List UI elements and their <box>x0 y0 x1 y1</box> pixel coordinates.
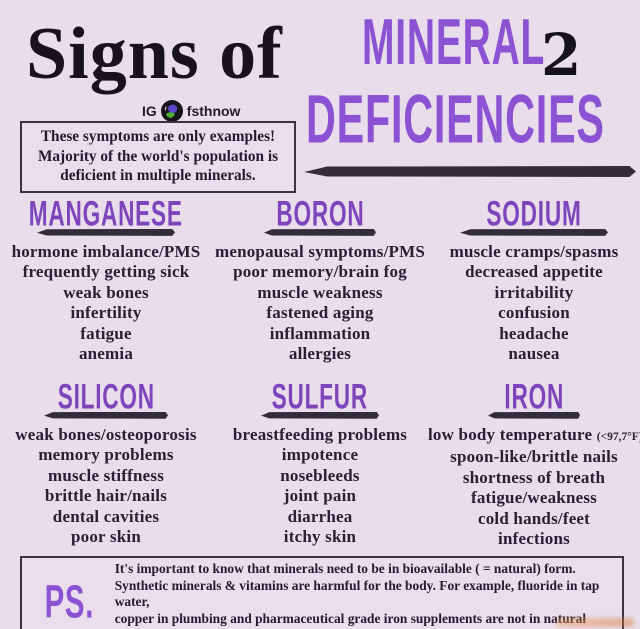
ps-line: copper in plumbing and pharmaceutical gr… <box>114 610 587 629</box>
symptom-item: joint pain <box>283 486 357 506</box>
ps-line: It's important to know that minerals nee… <box>114 561 576 576</box>
section-iron: IRON low body temperature (<97,7°F) spoo… <box>428 377 640 550</box>
symptom-list: low body temperature (<97,7°F) spoon-lik… <box>428 425 640 550</box>
section-title: SULFUR <box>271 377 369 417</box>
title-deficiencies: DEFICIENCIES <box>306 81 605 158</box>
section-title: SODIUM <box>486 194 582 234</box>
symptom-item: irritability <box>494 282 574 302</box>
disclaimer-line: deficient in multiple minerals. <box>60 167 256 184</box>
section-silicon: SILICON weak bones/osteoporosis memory p… <box>0 377 212 550</box>
section-underline <box>261 411 379 419</box>
symptom-item: dental cavities <box>52 506 160 526</box>
symptom-item: hormone imbalance/PMS <box>11 241 201 261</box>
symptom-item: memory problems <box>38 445 174 465</box>
section-underline <box>488 411 580 419</box>
symptom-list: muscle cramps/spasms decreased appetite … <box>428 242 640 365</box>
disclaimer-box: These symptoms are only examples! Majori… <box>20 121 296 193</box>
symptom-item: nausea <box>508 344 560 364</box>
symptom-list: menopausal symptoms/PMS poor memory/brai… <box>212 242 428 365</box>
title-pencil-underline <box>304 166 636 177</box>
symptom-item: impotence <box>281 445 359 465</box>
section-manganese: MANGANESE hormone imbalance/PMS frequent… <box>0 194 212 365</box>
ps-label: PS. <box>44 575 95 628</box>
symptom-item: weak bones/osteoporosis <box>15 424 197 444</box>
disclaimer-line: These symptoms are only examples! <box>40 128 276 145</box>
symptom-item: frequently getting sick <box>22 262 190 282</box>
watermark-smudge <box>556 618 634 627</box>
symptom-item: confusion <box>498 303 570 323</box>
symptom-item: headache <box>499 323 569 343</box>
symptom-item: poor skin <box>71 527 141 547</box>
symptom-item: muscle weakness <box>257 282 383 302</box>
section-title: IRON <box>504 377 564 417</box>
ps-text: It's important to know that minerals nee… <box>115 561 616 629</box>
symptom-item: infections <box>498 529 570 549</box>
section-underline <box>460 228 608 236</box>
credit-ig-label: IG <box>142 103 157 119</box>
symptom-item: cold hands/feet <box>477 508 591 528</box>
section-sodium: SODIUM muscle cramps/spasms decreased ap… <box>428 194 640 365</box>
section-title: SILICON <box>57 377 155 417</box>
sections-grid: MANGANESE hormone imbalance/PMS frequent… <box>0 194 640 550</box>
symptom-item: breastfeeding problems <box>232 424 408 444</box>
symptom-item: weak bones <box>63 282 149 302</box>
section-underline <box>37 228 175 236</box>
symptom-item: fatigue/weakness <box>471 488 597 508</box>
symptom-list: breastfeeding problems impotence noseble… <box>212 425 428 548</box>
symptom-item: low body temperature (<97,7°F) <box>428 425 640 448</box>
symptom-list: hormone imbalance/PMS frequently getting… <box>0 242 212 365</box>
symptom-item: poor memory/brain fog <box>233 262 407 282</box>
symptom-item: inflammation <box>269 323 371 343</box>
symptom-item: fastened aging <box>266 303 374 323</box>
symptom-item: nosebleeds <box>280 465 360 485</box>
symptom-item: allergies <box>288 344 352 364</box>
section-underline <box>264 228 376 236</box>
symptom-item: brittle hair/nails <box>44 486 168 506</box>
section-sulfur: SULFUR breastfeeding problems impotence … <box>212 377 428 550</box>
signs-of-title: Signs of <box>26 13 283 95</box>
section-boron: BORON menopausal symptoms/PMS poor memor… <box>212 194 428 365</box>
fsthnow-logo-icon <box>160 99 184 123</box>
symptom-list: weak bones/osteoporosis memory problems … <box>0 425 212 548</box>
section-title: MANGANESE <box>28 194 184 234</box>
ps-box: PS. It's important to know that minerals… <box>20 556 624 629</box>
symptom-item: itchy skin <box>283 527 357 547</box>
symptom-item: menopausal symptoms/PMS <box>214 241 426 261</box>
title-number-2: 2 <box>541 21 582 89</box>
title-mineral: MINERAL <box>362 5 546 79</box>
credit-handle: fsthnow <box>186 103 241 119</box>
symptom-item: muscle stiffness <box>47 465 165 485</box>
ps-line: Synthetic minerals & vitamins are harmfu… <box>114 577 600 610</box>
symptom-item: decreased appetite <box>465 262 603 282</box>
symptom-item: anemia <box>78 344 134 364</box>
symptom-item: diarrhea <box>287 506 353 526</box>
symptom-item: muscle cramps/spasms <box>449 241 619 261</box>
symptom-text: low body temperature <box>428 424 593 444</box>
symptom-item: spoon-like/brittle nails <box>450 447 618 467</box>
symptom-item: fatigue <box>80 323 132 343</box>
symptom-note: (<97,7°F) <box>596 430 640 443</box>
section-title: BORON <box>275 194 365 234</box>
section-underline <box>44 411 168 419</box>
credit-line: IG fsthnow <box>142 99 240 123</box>
disclaimer-line: Majority of the world's population is <box>37 147 279 165</box>
symptom-item: infertility <box>70 303 142 323</box>
symptom-item: shortness of breath <box>462 467 606 487</box>
